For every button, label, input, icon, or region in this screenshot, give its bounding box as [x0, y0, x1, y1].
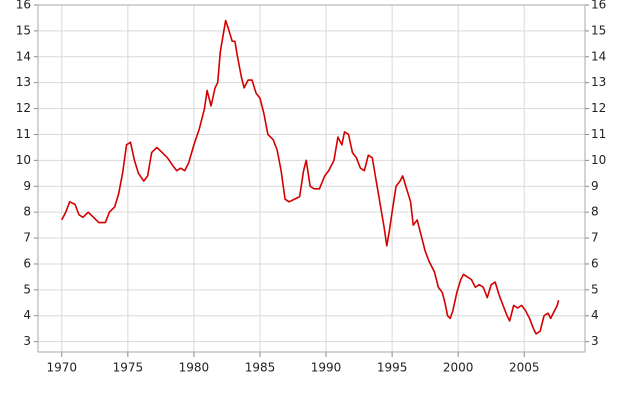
- y-tick-label: 16: [16, 0, 31, 12]
- y-tick-label-right: 14: [591, 49, 606, 63]
- y-tick-label: 6: [23, 256, 31, 270]
- y-tick-label: 10: [16, 153, 31, 167]
- y-tick-label-right: 7: [591, 231, 599, 245]
- y-tick-label: 7: [23, 231, 31, 245]
- y-tick-label: 5: [23, 282, 31, 296]
- x-tick-label: 1985: [245, 361, 276, 375]
- y-tick-label: 11: [16, 127, 31, 141]
- y-tick-label-right: 9: [591, 179, 599, 193]
- y-tick-label-right: 5: [591, 282, 599, 296]
- plot-frame: [37, 4, 586, 353]
- y-tick-label-right: 10: [591, 153, 606, 167]
- y-tick-label-right: 12: [591, 101, 606, 115]
- y-tick-label: 12: [16, 101, 31, 115]
- y-tick-label: 13: [16, 75, 31, 89]
- x-tick-label: 1995: [377, 361, 408, 375]
- y-tick-label: 9: [23, 179, 31, 193]
- y-tick-label-right: 11: [591, 127, 606, 141]
- line: [61, 19, 560, 335]
- x-tick-label: 1980: [179, 361, 210, 375]
- y-tick-label-right: 3: [591, 334, 599, 348]
- y-tick-label: 15: [16, 23, 31, 37]
- y-tick-label-right: 16: [591, 0, 606, 12]
- y-tick-label-right: 8: [591, 205, 599, 219]
- y-tick-label: 8: [23, 205, 31, 219]
- x-tick-label: 1990: [311, 361, 342, 375]
- y-tick-label: 14: [16, 49, 31, 63]
- y-tick-label-right: 6: [591, 256, 599, 270]
- y-tick-label-right: 4: [591, 308, 599, 322]
- y-tick-label: 4: [23, 308, 31, 322]
- x-tick-label: 2005: [509, 361, 540, 375]
- x-tick-label: 1975: [113, 361, 144, 375]
- y-tick-label-right: 13: [591, 75, 606, 89]
- y-tick-label-right: 15: [591, 23, 606, 37]
- x-tick-label: 2000: [443, 361, 474, 375]
- x-tick-label: 1970: [47, 361, 78, 375]
- y-tick-label: 3: [23, 334, 31, 348]
